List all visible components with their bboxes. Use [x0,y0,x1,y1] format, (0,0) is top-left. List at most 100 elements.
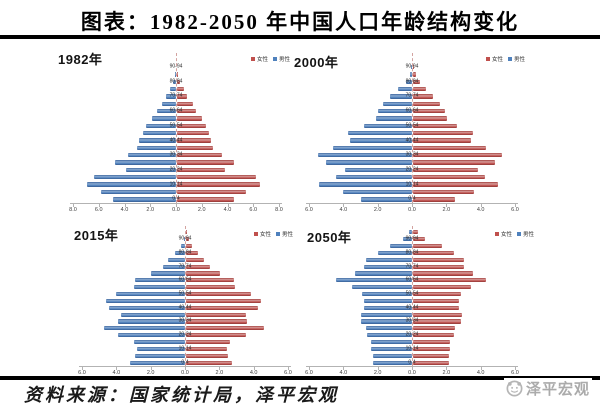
bar-male-45-49 [363,298,412,303]
x-tick-label-2050: 6.0 [305,370,313,376]
bar-female-50-54 [412,292,461,297]
age-label-10-14: 10-14 [405,181,419,188]
bar-male-55-59 [375,116,412,121]
legend-female-swatch-icon [494,232,499,236]
age-label-80-84: 80-84 [405,249,419,256]
legend-male-swatch-icon [507,57,512,61]
bar-male-10-14 [319,182,412,187]
bar-female-30-34 [185,319,248,324]
bar-female-30-34 [412,319,461,324]
x-tick-label-1982: 8.0 [275,207,283,213]
x-tick-2050 [515,367,516,370]
bar-male-20-24 [345,167,412,173]
x-tick-1982 [73,204,74,207]
brand-logo-text: 泽平宏观 [525,381,590,398]
bar-male-85-89 [175,72,176,77]
bar-female-85-89 [176,72,179,77]
age-label-90-94: 90-94 [169,63,183,70]
x-tick-label-2000: 2.0 [373,207,382,213]
bar-female-55-59 [176,116,203,121]
x-tick-2015 [185,367,186,370]
legend-male-swatch-icon [516,232,521,236]
bar-male-5-9 [135,353,185,358]
bar-male-80-84 [174,250,185,256]
x-tick-label-2000: 0.0 [408,207,416,213]
x-tick-label-2015: 4.0 [249,370,258,376]
bar-female-25-29 [176,160,235,165]
x-axis-2050 [306,366,518,367]
x-tick-label-2000: 6.0 [511,207,519,213]
bar-female-80-84 [176,79,181,84]
x-tick-1982 [227,204,229,207]
age-label-0-4: 0-4 [408,359,416,366]
bar-female-65-69 [176,101,193,106]
age-label-20-24: 20-24 [405,331,419,338]
age-label-50-54: 50-54 [169,122,183,129]
x-tick-label-2050: 4.0 [476,370,485,376]
bar-male-10-14 [87,182,176,187]
x-tick-label-2015: 2.0 [215,370,224,376]
x-tick-label-2050: 2.0 [442,370,451,376]
x-tick-label-1982: 4.0 [223,207,232,213]
bar-female-70-74 [176,94,188,99]
x-tick-2000 [412,204,413,207]
x-tick-2000 [309,204,310,207]
center-axis-2015 [185,226,186,366]
bar-male-95+ [409,230,412,235]
bar-male-20-24 [367,333,412,338]
bar-female-40-44 [412,305,459,310]
legend-male-label: 男性 [278,57,290,63]
bar-male-40-44 [363,305,412,310]
bar-female-75-79 [412,86,427,92]
age-label-70-74: 70-74 [405,263,419,270]
age-label-0-4: 0-4 [408,195,416,202]
bar-male-60-64 [377,108,412,114]
legend-female-swatch-icon [253,232,258,236]
legend-female-label: 女性 [259,232,271,238]
x-tick-1982 [201,204,203,207]
x-tick-2015 [288,367,289,370]
legend-male-swatch-icon [275,232,280,236]
bar-female-10-14 [412,346,451,351]
x-tick-label-2000: 4.0 [339,207,348,213]
bar-female-90-94 [176,64,178,70]
bar-male-35-39 [360,312,412,317]
age-label-30-34: 30-34 [178,317,192,324]
bar-male-15-19 [93,175,176,180]
bar-male-0-4 [360,197,412,202]
legend-2000: 女性 男性 [485,55,525,63]
bar-male-75-79 [167,257,185,262]
legend-female-swatch-icon [250,57,255,61]
bar-male-75-79 [365,257,412,262]
x-tick-1982 [98,204,100,207]
bar-female-55-59 [412,116,447,121]
age-label-90-94: 90-94 [405,235,419,242]
bar-female-90-94 [412,64,415,70]
x-tick-2015 [116,367,118,370]
chart-title-2050: 2050年 [307,230,352,245]
bar-male-50-54 [146,123,176,129]
legend-male-label: 男性 [522,232,534,238]
bar-male-25-29 [326,160,412,165]
bar-female-45-49 [412,130,473,136]
bar-male-10-14 [136,346,185,351]
x-tick-2000 [515,204,516,207]
age-label-10-14: 10-14 [405,345,419,352]
center-axis-2050 [412,226,413,366]
bar-female-0-4 [412,197,456,202]
legend-item-male: 男性 [272,55,290,63]
bar-female-30-34 [176,153,222,158]
age-label-80-84: 80-84 [169,78,183,85]
bar-female-20-24 [185,333,246,338]
bar-female-50-54 [176,123,207,129]
bar-female-70-74 [412,94,434,99]
x-axis-2000 [306,203,518,204]
bar-male-5-9 [101,189,176,195]
x-tick-2050 [343,367,345,370]
x-tick-2015 [219,367,221,370]
age-label-60-64: 60-64 [169,107,183,114]
x-tick-2050 [446,367,448,370]
bar-male-65-69 [355,271,412,276]
age-label-50-54: 50-54 [178,290,192,297]
legend-female-label: 女性 [256,57,268,63]
